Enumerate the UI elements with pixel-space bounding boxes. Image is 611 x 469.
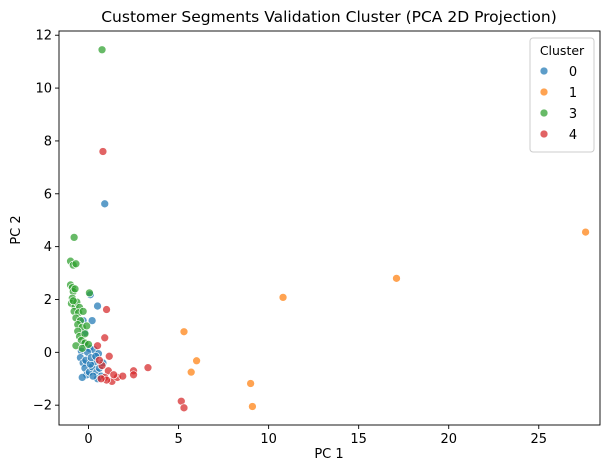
data-point [98, 147, 108, 156]
data-point [104, 351, 114, 361]
legend-marker [539, 129, 549, 139]
data-point [69, 233, 79, 242]
data-point [143, 363, 153, 373]
series-1 [179, 227, 590, 411]
series-4 [93, 147, 189, 413]
y-axis-label: PC 2 [9, 215, 24, 244]
data-point [93, 341, 102, 351]
legend-box [529, 37, 595, 153]
x-axis-label: PC 1 [314, 447, 343, 462]
data-point [82, 321, 92, 331]
legend-marker [539, 108, 549, 118]
x-tick-label: 10 [260, 432, 277, 447]
y-tick-label: 6 [44, 187, 52, 202]
x-tick-label: 20 [440, 432, 457, 447]
legend: Cluster 0 1 3 4 [529, 37, 595, 153]
plot-frame [58, 30, 601, 426]
y-tick-label: 0 [44, 346, 52, 361]
data-point [71, 259, 81, 269]
y-tick-label: −2 [33, 399, 52, 414]
data-point [78, 307, 88, 316]
legend-title: Cluster [540, 43, 585, 58]
x-tick-label: 25 [530, 432, 547, 447]
y-tick-label: 12 [35, 29, 52, 44]
series-3 [66, 45, 107, 353]
legend-marker [539, 66, 549, 76]
data-point [100, 199, 110, 209]
data-point [88, 371, 98, 381]
data-point [97, 45, 107, 55]
data-point [85, 288, 94, 298]
legend-label: 3 [569, 107, 577, 122]
x-tick-label: 5 [174, 432, 182, 447]
data-point [392, 273, 401, 283]
data-point [118, 371, 128, 381]
data-point [192, 356, 201, 366]
data-point [77, 373, 87, 382]
x-tick-label: 0 [84, 432, 92, 447]
data-point [68, 296, 78, 306]
y-tick-label: 4 [44, 240, 52, 255]
data-point [87, 316, 97, 325]
legend-marker [539, 87, 549, 97]
chart-title: Customer Segments Validation Cluster (PC… [101, 8, 557, 26]
y-tick-label: 8 [44, 134, 52, 149]
data-point [70, 284, 80, 294]
data-point [94, 355, 104, 365]
data-point [278, 293, 288, 302]
data-point [248, 402, 257, 411]
y-tick-label: 2 [44, 293, 52, 308]
data-point [109, 370, 119, 380]
data-point [581, 227, 590, 237]
data-point [93, 301, 102, 311]
data-point [100, 333, 110, 343]
data-point [246, 379, 255, 388]
data-point [179, 403, 189, 413]
legend-label: 4 [569, 128, 577, 143]
data-point [77, 344, 87, 353]
legend-label: 1 [569, 86, 577, 101]
data-point [186, 367, 196, 377]
data-point [129, 370, 138, 380]
data-points [66, 45, 590, 413]
y-tick-label: 10 [35, 82, 52, 97]
data-point [84, 340, 93, 349]
data-point [179, 327, 189, 337]
legend-label: 0 [569, 65, 577, 80]
data-point [96, 374, 106, 384]
x-tick-label: 15 [350, 432, 367, 447]
data-point [102, 305, 111, 314]
